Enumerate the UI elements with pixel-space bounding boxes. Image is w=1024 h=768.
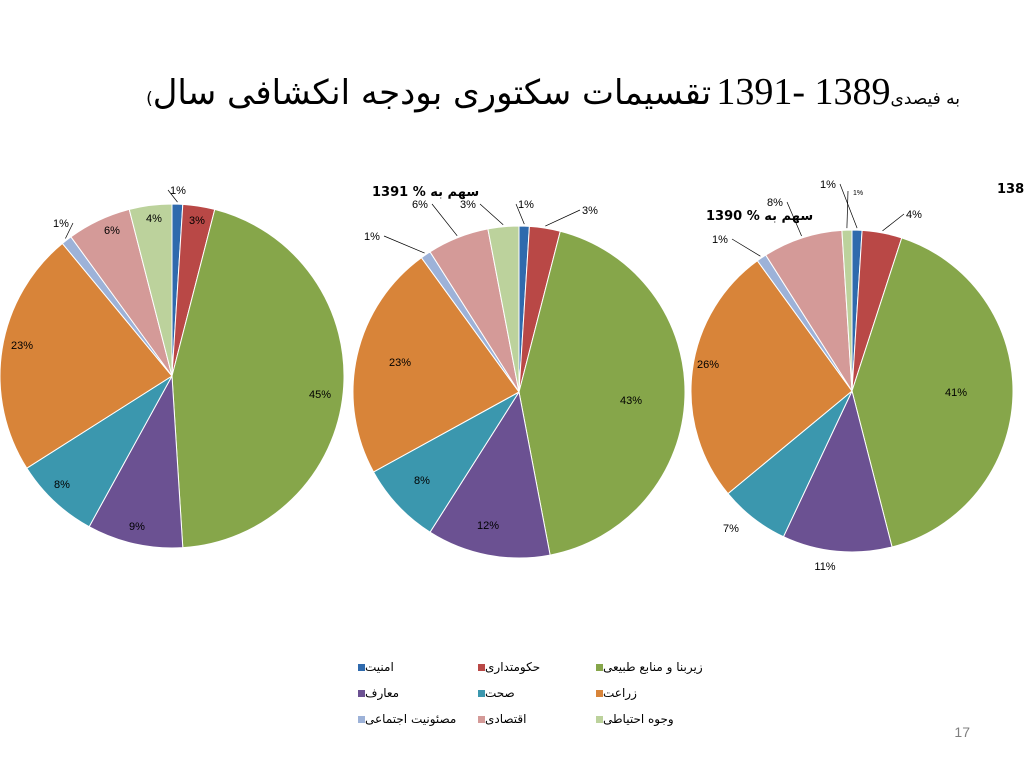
legend-label: امنیت — [365, 660, 394, 674]
leader-line — [479, 203, 504, 225]
legend-item: امنیت — [354, 660, 394, 674]
leader-line — [431, 203, 458, 237]
data-label: 4% — [146, 213, 162, 225]
chart-title: سهم به % 1389 — [997, 182, 1024, 197]
data-label: 3% — [582, 205, 598, 217]
data-label: 41% — [945, 387, 967, 399]
legend-swatch — [358, 690, 365, 697]
data-label: 7% — [723, 523, 739, 535]
pie-chart-1: 1% 3% 45% 9% 8% 23% 1% 6% 4% سهم به % 1391 — [0, 185, 479, 549]
legend-swatch — [478, 690, 485, 697]
pie-slice — [352, 257, 520, 473]
title-unit: (به فیصدی — [146, 89, 960, 109]
leader-line — [515, 203, 525, 225]
legend-swatch — [596, 690, 603, 697]
legend-label: وجوه احتیاطی — [603, 712, 674, 726]
slide-title: (به فیصدی1389 -1391 تقسیمات سکتوری بودجه… — [40, 70, 960, 114]
legend-label: صحت — [485, 686, 515, 700]
data-label: 6% — [104, 225, 120, 237]
leader-line — [167, 189, 178, 203]
data-label: 1% — [712, 234, 728, 246]
data-label: 9% — [129, 521, 145, 533]
data-label: 8% — [767, 197, 783, 209]
legend-swatch — [596, 664, 603, 671]
data-label: 12% — [477, 520, 499, 532]
legend-label: مصئونیت اجتماعی — [365, 712, 457, 726]
pie-slice — [0, 242, 173, 469]
chart-title: سهم به % 1391 — [372, 185, 479, 200]
legend-item: زراعت — [592, 686, 637, 700]
data-label: 11% — [814, 561, 835, 573]
leader-line — [383, 235, 425, 254]
pie-slice — [690, 260, 853, 495]
legend-item: اقتصادی — [474, 712, 527, 726]
data-label: 45% — [309, 389, 331, 401]
legend-swatch — [358, 664, 365, 671]
pie-slice — [487, 225, 520, 393]
legend-item: صحت — [474, 686, 515, 700]
leader-line — [882, 213, 905, 232]
pie-slice — [851, 237, 1014, 548]
legend-label: حکومتداری — [485, 660, 541, 674]
legend-swatch — [478, 664, 485, 671]
pie-chart-3: 1% 4% 41% 11% 7% 26% 1% 8% 1% سهم به % 1389 — [690, 179, 1024, 573]
legend-label: زیربنا و منابع طبیعی — [603, 660, 703, 674]
leader-line — [731, 238, 761, 257]
leader-line — [846, 190, 849, 229]
title-main: تقسیمات سکتوری بودجه انکشافی سال — [152, 73, 712, 113]
pie-chart-2: 1% 3% 43% 12% 8% 23% 1% 6% 3% سهم به % 1390 — [352, 199, 813, 559]
data-label: 8% — [414, 475, 430, 487]
data-label: 43% — [620, 395, 642, 407]
leader-line — [786, 201, 802, 237]
data-label: 4% — [906, 209, 922, 221]
pie-slice — [782, 389, 893, 553]
title-years: 1389 -1391 — [716, 71, 891, 113]
pie-slice — [841, 229, 853, 392]
data-label: 3% — [460, 199, 476, 211]
data-label: 1% — [364, 231, 380, 243]
data-label: 1% — [820, 179, 836, 191]
data-label: 1% — [170, 185, 186, 197]
data-label: 3% — [189, 215, 205, 227]
data-label: 6% — [412, 199, 428, 211]
leader-line — [545, 209, 581, 227]
pie-slice — [429, 390, 551, 559]
legend-item: حکومتداری — [474, 660, 540, 674]
legend-label: زراعت — [603, 686, 637, 700]
data-label: 1% — [53, 218, 69, 230]
legend-swatch — [596, 716, 603, 723]
data-label: 23% — [11, 340, 33, 352]
data-label: 8% — [54, 479, 70, 491]
chart-title: سهم به % 1390 — [706, 209, 813, 224]
legend-item: مصئونیت اجتماعی — [354, 712, 456, 726]
legend-label: معارف — [365, 686, 400, 700]
legend-item: وجوه احتیاطی — [592, 712, 674, 726]
page-number: 17 — [954, 724, 970, 740]
data-label: 1% — [518, 199, 534, 211]
leader-line — [65, 222, 74, 239]
legend-item: معارف — [354, 686, 399, 700]
data-label: 26% — [697, 359, 719, 371]
pie-slice — [171, 208, 345, 549]
data-label: 23% — [389, 357, 411, 369]
leader-line — [839, 183, 858, 229]
legend-swatch — [358, 716, 365, 723]
pie-slice — [88, 374, 184, 549]
pie-slice — [128, 203, 173, 377]
legend-swatch — [478, 716, 485, 723]
pie-slice — [518, 230, 686, 556]
legend-label: اقتصادی — [485, 712, 527, 726]
data-label: 1% — [853, 190, 863, 197]
legend-item: زیربنا و منابع طبیعی — [592, 660, 703, 674]
